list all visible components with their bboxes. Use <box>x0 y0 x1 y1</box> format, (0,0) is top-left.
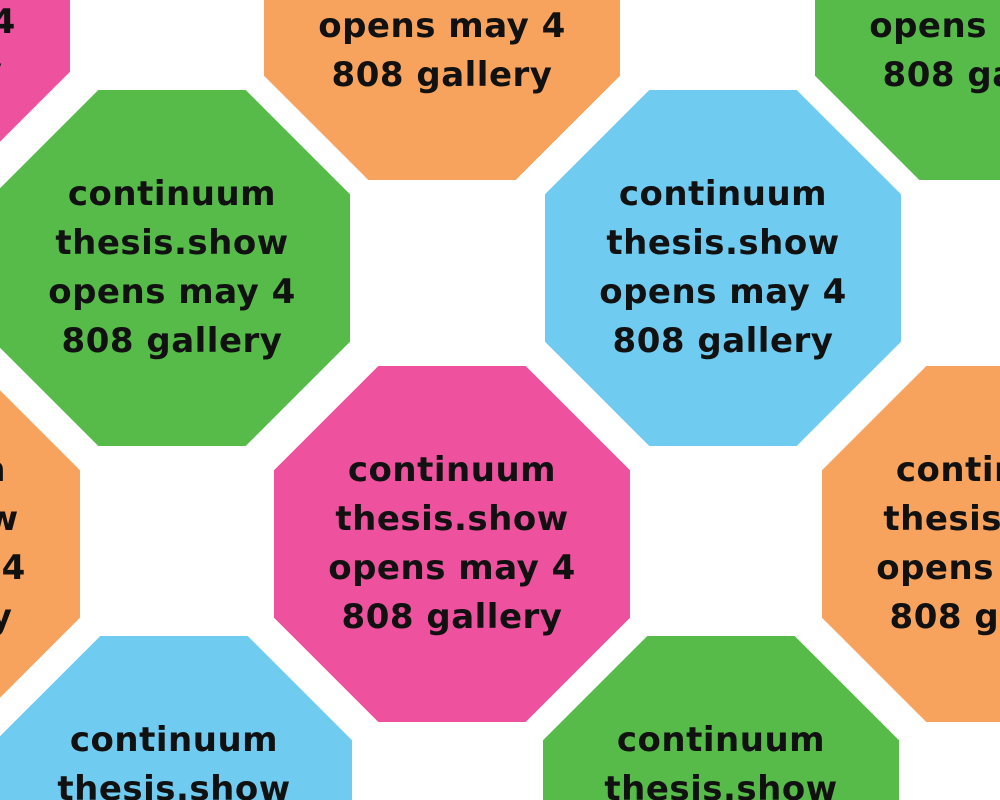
octagon-green-top-right: continuum thesis.show opens may 4 808 ga… <box>815 0 1000 180</box>
title-line: continuum <box>67 174 277 214</box>
poster-text: continuum thesis.show opens may 4 808 ga… <box>48 170 296 366</box>
venue-line: 808 gallery <box>882 55 1000 95</box>
poster-text: continuum thesis.show opens may 4 808 ga… <box>0 0 16 96</box>
octagon-blue-right: continuum thesis.show opens may 4 808 ga… <box>545 90 901 446</box>
octagon-blue-bottom-left: continuum thesis.show opens may 4 808 ga… <box>0 636 352 800</box>
octagon-green-left: continuum thesis.show opens may 4 808 ga… <box>0 90 350 446</box>
venue-line: 808 gallery <box>331 55 553 95</box>
subtitle-line: thesis.show <box>55 223 289 263</box>
venue-line: 808 gallery <box>0 597 13 637</box>
title-line: continuum <box>618 174 828 214</box>
poster-text: continuum thesis.show opens may 4 808 ga… <box>876 446 1000 642</box>
octagon-pink-center: continuum thesis.show opens may 4 808 ga… <box>274 366 630 722</box>
date-line: opens may 4 <box>318 6 566 46</box>
octagon-orange-right: continuum thesis.show opens may 4 808 ga… <box>822 366 1000 722</box>
date-line: opens may 4 <box>328 548 576 588</box>
title-line: continuum <box>0 446 6 495</box>
octagon-orange-top: continuum thesis.show opens may 4 808 ga… <box>264 0 620 180</box>
venue-line: 808 gallery <box>341 597 563 637</box>
subtitle-line: thesis.show <box>57 769 291 800</box>
venue-line: 808 gallery <box>61 321 283 361</box>
date-line: opens may 4 <box>876 548 1000 588</box>
poster-text: continuum thesis.show opens may 4 808 ga… <box>50 716 298 800</box>
venue-line: 808 gallery <box>612 321 834 361</box>
venue-line: 808 gallery <box>0 47 2 96</box>
date-line: opens may 4 <box>869 6 1000 46</box>
title-line: continuum <box>347 450 557 490</box>
title-line: continuum <box>895 450 1000 490</box>
poster-text: continuum thesis.show opens may 4 808 ga… <box>599 170 847 366</box>
octagon-green-bottom: continuum thesis.show opens may 4 808 ga… <box>543 636 899 800</box>
title-line: continuum <box>69 720 279 760</box>
subtitle-line: thesis.show <box>604 769 838 800</box>
subtitle-line: thesis.show <box>335 499 569 539</box>
poster-text: continuum thesis.show opens may 4 808 ga… <box>869 0 1000 100</box>
poster-text: continuum thesis.show opens may 4 808 ga… <box>0 446 26 642</box>
date-line: opens may 4 <box>599 272 847 312</box>
title-line: continuum <box>616 720 826 760</box>
poster-text: continuum thesis.show opens may 4 808 ga… <box>318 0 566 100</box>
subtitle-line: thesis.show <box>883 499 1000 539</box>
poster-text: continuum thesis.show opens may 4 808 ga… <box>597 716 845 800</box>
subtitle-line: thesis.show <box>0 499 19 539</box>
date-line: opens may 4 <box>0 548 26 588</box>
subtitle-line: thesis.show <box>606 223 840 263</box>
date-line: opens may 4 <box>0 2 16 42</box>
date-line: opens may 4 <box>48 272 296 312</box>
venue-line: 808 gallery <box>889 597 1000 637</box>
poster-text: continuum thesis.show opens may 4 808 ga… <box>328 446 576 642</box>
